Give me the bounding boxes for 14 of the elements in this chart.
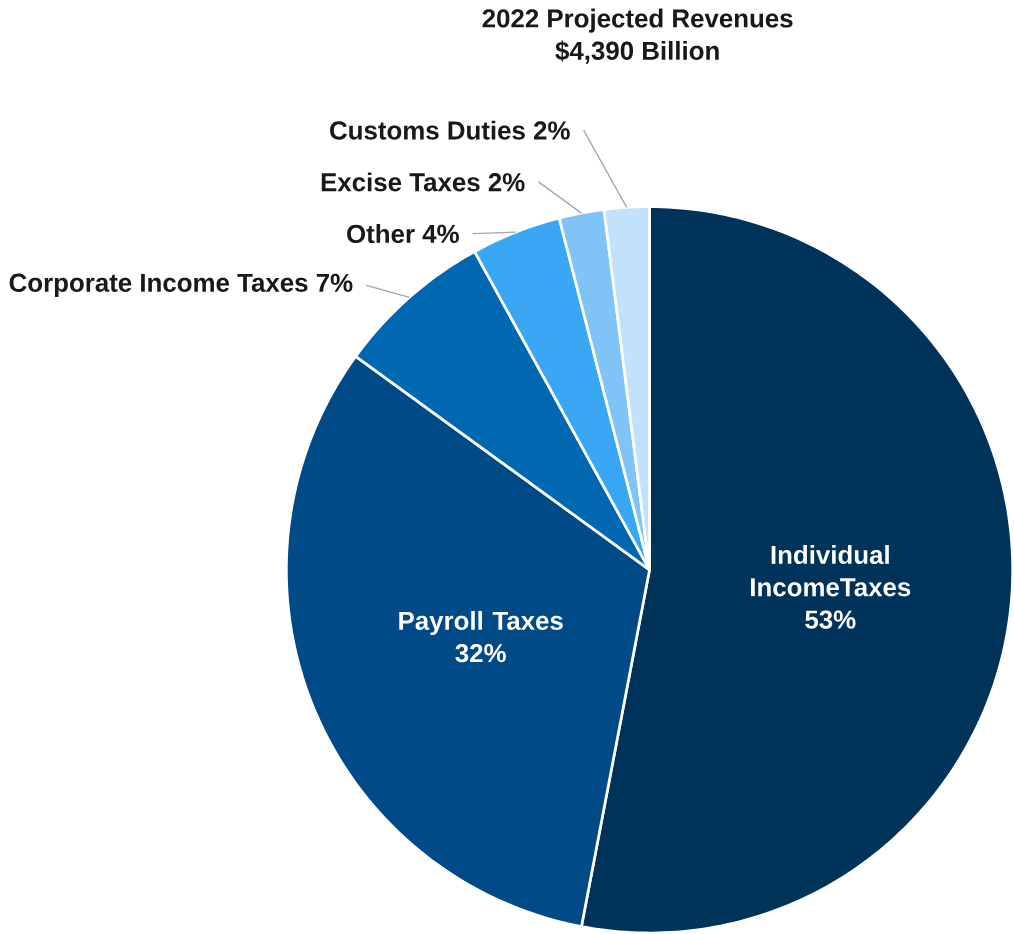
slice-label: Customs Duties — [330, 120, 525, 140]
data-label: 53% — [805, 610, 856, 629]
slice-label: Corporate Income Taxes — [9, 273, 308, 297]
slice-label: Payroll Taxes — [399, 610, 563, 635]
chart-subtitle: $4,390 Billion — [555, 40, 719, 64]
slice-label: Other — [347, 223, 415, 243]
slice-label: Excise Taxes — [321, 172, 480, 192]
data-label: 2% — [488, 172, 525, 192]
data-label: 7% — [316, 273, 353, 292]
data-label: 2% — [533, 121, 570, 140]
data-label: 4% — [422, 224, 459, 243]
slice-label: Individual IncomeTaxes — [751, 544, 911, 597]
chart-title: 2022 Projected Revenues — [482, 8, 793, 33]
data-label: 32% — [455, 643, 506, 663]
